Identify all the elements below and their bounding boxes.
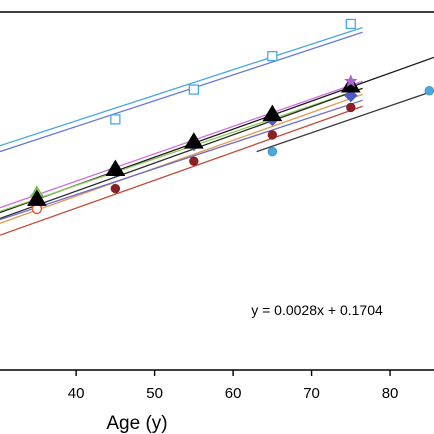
trend-lines xyxy=(0,26,434,236)
data-point xyxy=(424,86,434,96)
data-point xyxy=(189,156,199,166)
x-axis-title: Age (y) xyxy=(106,413,167,434)
trend-line xyxy=(0,31,363,153)
data-point xyxy=(110,183,121,194)
data-point xyxy=(183,132,204,149)
data-point xyxy=(344,88,358,103)
x-tick-label: 60 xyxy=(225,385,242,402)
x-tick-label: 70 xyxy=(303,385,320,402)
data-point xyxy=(262,104,283,122)
trend-line xyxy=(0,87,363,212)
data-point xyxy=(267,130,278,140)
data-point xyxy=(27,189,47,206)
plot-frame xyxy=(0,11,434,371)
trend-line xyxy=(0,87,363,220)
x-tick-label: 80 xyxy=(382,385,399,402)
data-point xyxy=(267,146,278,157)
data-point xyxy=(105,159,126,177)
x-tick-label: 50 xyxy=(146,385,163,402)
data-point xyxy=(344,74,358,87)
data-point xyxy=(340,76,361,93)
trend-line xyxy=(0,105,363,236)
x-tick-label: 40 xyxy=(68,385,85,402)
trend-line xyxy=(0,99,363,221)
data-point xyxy=(110,114,121,125)
data-point xyxy=(346,102,356,113)
data-point xyxy=(267,51,278,62)
regression-equation-annotation: y = 0.0028x + 0.1704 xyxy=(251,302,383,318)
trend-line xyxy=(0,80,363,209)
trend-line xyxy=(0,26,363,147)
x-axis-ticks: 40 50 60 70 80 xyxy=(68,370,399,402)
data-point xyxy=(188,84,199,95)
data-markers xyxy=(27,18,434,215)
trend-line xyxy=(0,93,363,224)
data-point xyxy=(345,18,356,30)
trend-line xyxy=(256,90,434,153)
